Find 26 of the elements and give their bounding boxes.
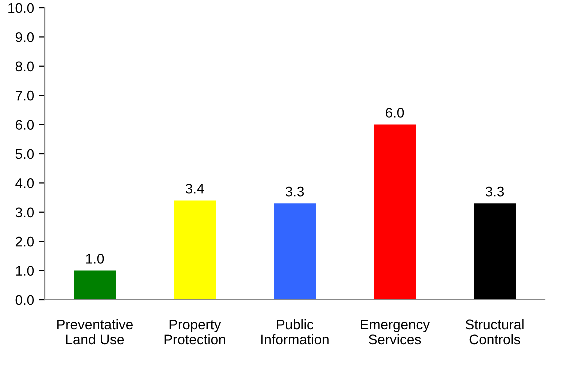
data-label: 3.3 bbox=[486, 186, 504, 197]
y-tick-label: 9.0 bbox=[16, 32, 34, 42]
y-tick-label: 8.0 bbox=[16, 62, 34, 72]
data-label: 6.0 bbox=[386, 108, 404, 118]
x-tick-label: Emergency Services bbox=[361, 320, 430, 345]
bar bbox=[174, 200, 216, 300]
data-label: 1.0 bbox=[86, 254, 104, 264]
y-tick-label: 0.0 bbox=[16, 295, 34, 306]
data-label: 3.4 bbox=[186, 184, 204, 194]
x-tick-label: Structural Controls bbox=[466, 319, 524, 345]
y-tick-label: 7.0 bbox=[16, 90, 34, 101]
y-tick-label: 4.0 bbox=[16, 178, 34, 188]
y-tick-label: 3.0 bbox=[16, 208, 34, 218]
y-tick-label: 2.0 bbox=[16, 236, 34, 247]
bar bbox=[274, 204, 316, 300]
bar bbox=[74, 270, 116, 300]
data-label: 3.3 bbox=[286, 186, 304, 197]
y-tick-label: 5.0 bbox=[16, 149, 34, 160]
bar bbox=[474, 204, 516, 300]
x-tick-label: Public Information bbox=[262, 319, 329, 345]
y-tick-label: 1.0 bbox=[16, 266, 34, 276]
y-tick-label: 10.0 bbox=[8, 3, 34, 14]
bar bbox=[374, 124, 416, 300]
x-tick-label: Preventative Land Use bbox=[58, 319, 133, 345]
y-tick-label: 6.0 bbox=[16, 120, 34, 130]
x-tick-label: Property Protection bbox=[164, 320, 226, 345]
